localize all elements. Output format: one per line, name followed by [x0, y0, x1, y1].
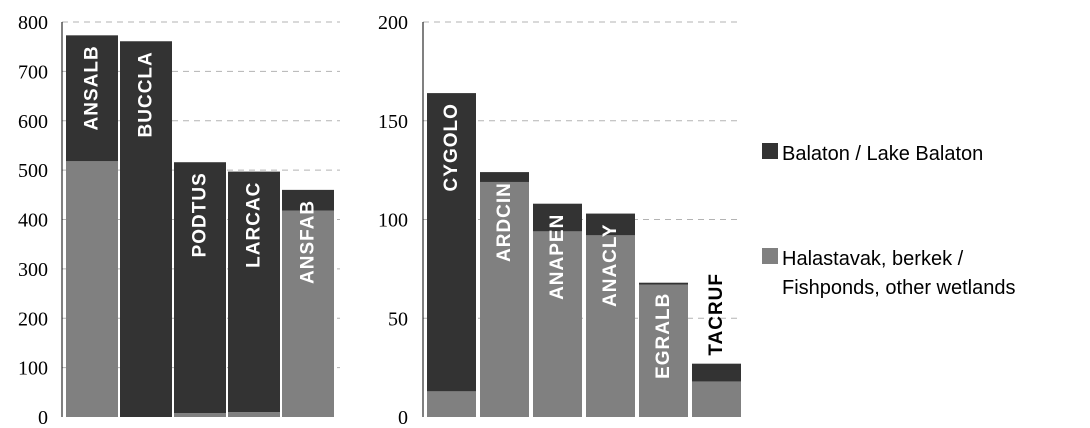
- chart-left: 0 100 200 300 400 500 600 700 800 ANSALB BUCCLA POD…: [18, 12, 340, 428]
- bar-category-label: TACRUF: [706, 273, 727, 356]
- bar-segment: [586, 235, 635, 417]
- y-tick-label: 100: [378, 210, 408, 232]
- legend-swatch: [762, 143, 778, 159]
- bar-category-label: EGRALB: [653, 293, 674, 379]
- legend-label: Fishponds, other wetlands: [782, 277, 1015, 299]
- y-tick-label: 800: [18, 12, 48, 34]
- y-tick-label: 200: [378, 12, 408, 34]
- bar-segment: [228, 171, 280, 413]
- bar-segment: [639, 282, 688, 285]
- bar-segment: [586, 213, 635, 236]
- legend: Balaton / Lake Balaton Halastavak, berkek…: [762, 143, 1015, 299]
- bar-segment: [427, 93, 476, 392]
- y-tick-label: 300: [18, 259, 48, 281]
- y-tick-label: 400: [18, 210, 48, 232]
- y-tick-label: 0: [38, 407, 48, 428]
- bar-segment: [66, 161, 118, 417]
- bar-category-label: LARCAC: [244, 182, 265, 268]
- bar-segment: [174, 413, 226, 417]
- y-tick-label: 700: [18, 61, 48, 83]
- bar-segment: [174, 162, 226, 414]
- bar-segment: [228, 412, 280, 417]
- bar-category-label: ANSFAB: [298, 200, 319, 284]
- bar-segment: [692, 363, 741, 382]
- legend-label: Halastavak, berkek /: [782, 248, 964, 270]
- bar-category-label: ANSALB: [82, 45, 103, 130]
- bar-segment: [533, 203, 582, 232]
- y-tick-label: 100: [18, 358, 48, 380]
- bar-category-label: PODTUS: [190, 172, 211, 257]
- bar-category-label: ARDCIN: [494, 182, 515, 262]
- bar-segment: [66, 35, 118, 162]
- bar-category-label: BUCCLA: [136, 51, 157, 137]
- chart-right: 0 50 100 150 200 CYGOLO ARDCIN ANAPEN ANACLY EGRA…: [378, 12, 742, 428]
- bar-segment: [533, 231, 582, 417]
- bar-category-label: ANAPEN: [547, 214, 568, 300]
- bar-segment: [120, 41, 172, 417]
- bar-segment: [282, 210, 334, 417]
- bar-category-label: CYGOLO: [441, 103, 462, 191]
- legend-label: Balaton / Lake Balaton: [782, 143, 983, 165]
- y-tick-label: 50: [388, 308, 408, 330]
- y-tick-label: 150: [378, 111, 408, 133]
- bar-category-label: ANACLY: [600, 224, 621, 307]
- y-tick-label: 600: [18, 111, 48, 133]
- bar-segment: [282, 189, 334, 211]
- y-tick-label: 200: [18, 308, 48, 330]
- bar-segment: [639, 284, 688, 417]
- bar-segment: [427, 391, 476, 417]
- bar-segment: [480, 172, 529, 182]
- y-tick-label: 0: [398, 407, 408, 428]
- bar-segment: [692, 381, 741, 417]
- y-tick-label: 500: [18, 160, 48, 182]
- legend-swatch: [762, 248, 778, 264]
- bar-segment: [480, 181, 529, 417]
